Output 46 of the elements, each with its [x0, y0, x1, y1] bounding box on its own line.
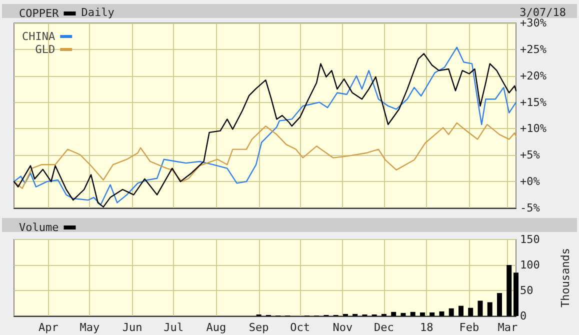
y-tick-label: +5% [520, 148, 540, 162]
x-tick-label: Apr [38, 321, 59, 334]
x-tick-label: Aug [206, 321, 226, 334]
x-tick-label: 18 [420, 321, 434, 334]
bar [391, 312, 396, 316]
bar [514, 272, 518, 316]
y-tick-label: +0% [520, 175, 540, 188]
x-tick-label: Oct [290, 321, 310, 334]
x-tick-label: May [80, 321, 100, 334]
bar [410, 312, 416, 316]
y-tick-label: +15% [520, 96, 547, 109]
x-tick-label: Jul [164, 321, 184, 334]
y-axis-title: Thousands [559, 248, 572, 308]
legend-label: GLD [35, 43, 56, 56]
x-tick-label: Dec [374, 321, 394, 334]
y-tick-label: 100 [520, 258, 540, 272]
y-tick-label: -5% [520, 202, 540, 214]
y-tick-label: 150 [520, 233, 540, 246]
legend-label: Volume [18, 221, 59, 234]
bar [468, 308, 474, 316]
y-tick-label: 0 [520, 310, 527, 322]
bar [506, 265, 512, 316]
y-tick-label: +20% [520, 69, 547, 82]
bar [448, 308, 454, 316]
bar [478, 300, 483, 316]
line-series [13, 122, 517, 190]
x-tick-label: Feb [459, 321, 480, 334]
bar [458, 306, 464, 316]
x-tick-label: Mar [498, 321, 518, 334]
bar [439, 311, 444, 316]
bar [496, 293, 502, 316]
x-tick-label: Jun [122, 321, 142, 334]
bar [400, 312, 406, 316]
x-tick-label: Sep [248, 321, 269, 334]
legend-label: COPPER [18, 7, 60, 20]
chart-title: Daily [81, 6, 115, 19]
y-tick-label: +10% [520, 122, 547, 136]
x-tick-label: Nov [332, 321, 354, 334]
y-tick-label: +25% [520, 42, 547, 56]
text: 3/07/18 [520, 6, 566, 19]
bar [420, 312, 425, 316]
bar [487, 302, 492, 316]
y-tick-label: 50 [520, 284, 534, 297]
legend-label: CHINA [22, 30, 56, 43]
y-tick-label: +30% [520, 16, 547, 30]
bar [430, 312, 435, 316]
